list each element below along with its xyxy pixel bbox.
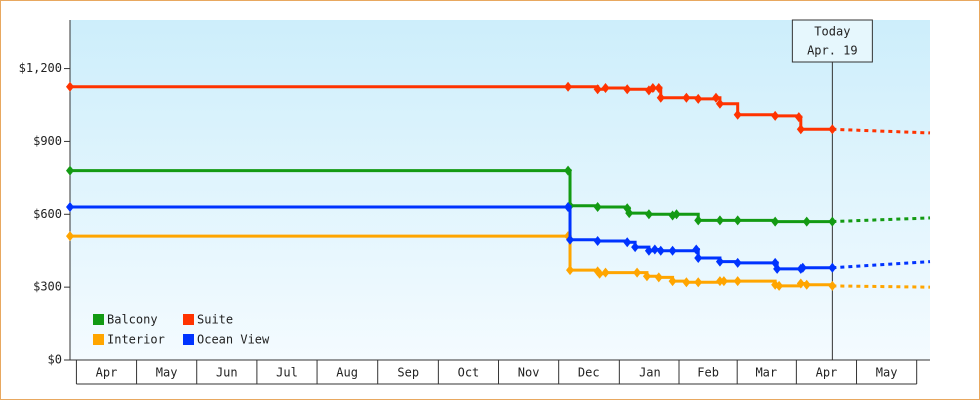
y-tick-label: $900	[33, 134, 62, 148]
price-marker	[633, 267, 642, 278]
price-marker	[656, 245, 665, 256]
x-tick-label: Feb	[697, 366, 719, 380]
price-marker	[828, 280, 837, 291]
price-marker	[601, 83, 610, 93]
price-marker	[796, 124, 805, 135]
price-marker	[593, 202, 602, 212]
price-marker	[650, 244, 659, 255]
price-marker	[773, 263, 782, 274]
price-marker	[564, 81, 573, 92]
price-marker	[692, 244, 701, 255]
price-marker	[828, 124, 837, 135]
legend-swatch	[93, 334, 104, 345]
price-marker	[625, 208, 634, 219]
price-marker	[715, 98, 724, 109]
x-tick-label: Mar	[755, 366, 777, 380]
today-label: Apr. 19	[807, 44, 858, 58]
x-tick-label: Dec	[578, 366, 600, 380]
y-tick-label: $600	[33, 207, 62, 221]
price-marker	[66, 81, 74, 92]
price-marker	[694, 277, 703, 288]
price-marker	[672, 209, 681, 220]
forecast-line	[832, 127, 931, 135]
price-marker	[682, 92, 691, 103]
price-marker	[564, 165, 573, 176]
x-tick-label: Oct	[458, 366, 480, 380]
today-box	[791, 19, 873, 63]
price-marker	[564, 202, 573, 212]
price-marker	[733, 109, 742, 120]
legend-label: Interior	[107, 333, 165, 347]
legend-label: Suite	[197, 313, 233, 327]
price-marker	[648, 83, 657, 93]
price-marker	[623, 237, 632, 248]
price-marker	[668, 276, 677, 287]
price-marker	[593, 84, 602, 95]
price-marker	[794, 112, 803, 123]
price-marker	[828, 262, 837, 273]
price-marker	[711, 92, 720, 103]
x-tick-label: Jun	[216, 366, 238, 380]
forecast-line	[832, 216, 931, 224]
price-marker	[719, 276, 728, 287]
price-marker	[66, 231, 74, 242]
price-marker	[694, 93, 703, 104]
price-marker	[595, 268, 604, 279]
price-marker	[644, 209, 653, 220]
price-marker	[668, 245, 677, 256]
price-marker	[682, 277, 691, 288]
legend-label: Ocean View	[197, 333, 270, 347]
price-marker	[656, 92, 665, 103]
price-marker	[771, 216, 780, 227]
price-marker	[828, 216, 837, 227]
price-marker	[694, 253, 703, 263]
price-marker	[715, 215, 724, 226]
price-marker	[802, 216, 811, 227]
x-tick-label: Aug	[336, 366, 358, 380]
price-marker	[654, 83, 663, 93]
price-marker	[66, 165, 74, 176]
legend-label: Balcony	[107, 313, 158, 327]
price-marker	[798, 262, 807, 273]
price-marker	[642, 271, 651, 282]
legend-swatch	[93, 314, 104, 325]
price-marker	[631, 242, 640, 253]
x-tick-label: Nov	[518, 366, 540, 380]
price-marker	[644, 245, 653, 256]
price-marker	[775, 280, 784, 291]
price-marker	[566, 234, 575, 245]
legend-swatch	[183, 334, 194, 345]
x-tick-label: May	[156, 366, 178, 380]
x-tick-label: Sep	[397, 366, 419, 380]
y-tick-label: $1,200	[19, 61, 62, 75]
today-label: Today	[814, 25, 850, 39]
price-marker	[733, 257, 742, 268]
y-tick-label: $300	[33, 280, 62, 294]
price-marker	[593, 236, 602, 246]
series-line	[70, 169, 833, 224]
price-marker	[733, 276, 742, 287]
price-marker	[66, 202, 74, 212]
price-marker	[796, 278, 805, 289]
price-marker	[654, 272, 663, 283]
price-marker	[802, 279, 811, 290]
price-marker	[715, 256, 724, 267]
forecast-line	[832, 284, 931, 289]
price-marker	[733, 215, 742, 226]
forecast-line	[832, 260, 931, 270]
x-tick-label: May	[876, 366, 898, 380]
x-tick-label: Jul	[276, 366, 298, 380]
price-marker	[566, 265, 575, 276]
legend-swatch	[183, 314, 194, 325]
x-tick-label: Apr	[96, 366, 118, 380]
plot-area	[70, 20, 930, 360]
x-tick-label: Apr	[816, 366, 838, 380]
price-marker	[771, 110, 780, 121]
price-marker	[623, 84, 632, 95]
x-tick-label: Jan	[639, 366, 661, 380]
price-marker	[694, 215, 703, 226]
y-tick-label: $0	[48, 353, 62, 367]
price-marker	[601, 267, 610, 278]
